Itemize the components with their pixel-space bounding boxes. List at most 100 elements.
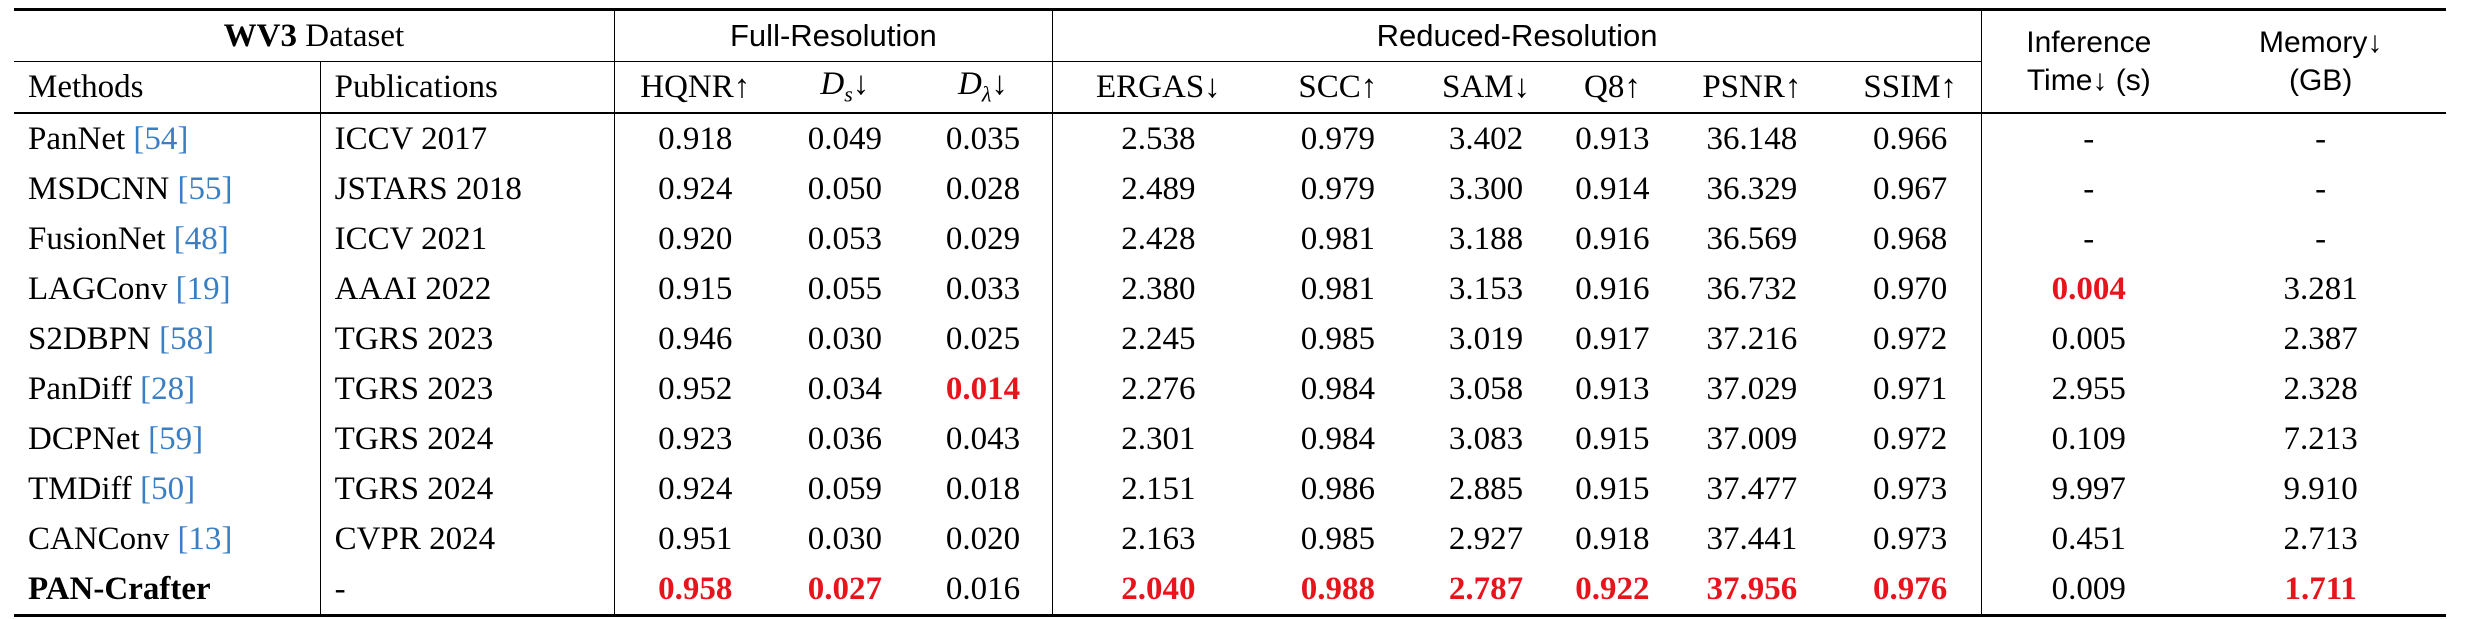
method-cell: MSDCNN [55] [14, 164, 320, 214]
ergas-cell: 2.040 [1051, 564, 1264, 616]
table-row: PanNet [54] ICCV 2017 0.918 0.049 0.035 2.538… [14, 113, 2446, 164]
sam-cell: 3.153 [1448, 270, 1524, 307]
col-methods: Methods [28, 68, 144, 105]
sam-cell: 2.885 [1448, 470, 1524, 507]
hqnr-cell: 0.920 [613, 214, 776, 264]
hqnr-cell: 0.924 [613, 164, 776, 214]
q8-cell: 0.913 [1575, 370, 1650, 407]
dl-cell: 0.043 [945, 420, 1021, 457]
publication-cell: - [319, 564, 615, 616]
method-cell: FusionNet [48] [14, 214, 320, 264]
dl-cell: 0.016 [945, 570, 1021, 607]
citation-link[interactable]: [55] [177, 170, 233, 207]
mem-cell: - [2315, 170, 2327, 207]
ergas-cell: 2.163 [1051, 514, 1264, 564]
q8-cell: 0.917 [1575, 320, 1650, 357]
full-resolution-header: Full-Resolution [613, 9, 1053, 62]
time-cell: - [1981, 214, 2196, 264]
citation-link[interactable]: [50] [140, 470, 196, 507]
mem-cell: 9.910 [2283, 470, 2358, 507]
psnr-cell: 37.216 [1706, 320, 1798, 357]
q8-cell: 0.916 [1575, 270, 1650, 307]
citation-link[interactable]: [13] [177, 520, 233, 557]
col-ssim: SSIM↑ [1863, 68, 1957, 105]
q8-cell: 0.916 [1575, 220, 1650, 257]
method-name: LAGConv [28, 270, 176, 307]
results-table: WV3 Dataset Full-Resolution Reduced-Reso… [14, 8, 2446, 617]
mem-cell: 2.328 [2283, 370, 2358, 407]
dl-cell: 0.029 [945, 220, 1021, 257]
dl-cell: 0.033 [945, 270, 1021, 307]
method-name: PanNet [28, 120, 134, 157]
ssim-cell: 0.971 [1873, 370, 1948, 407]
sam-cell: 3.188 [1448, 220, 1524, 257]
sam-cell: 3.019 [1448, 320, 1524, 357]
method-name: MSDCNN [28, 170, 178, 207]
method-name: S2DBPN [28, 320, 160, 357]
citation-link[interactable]: [19] [175, 270, 231, 307]
publication-cell: TGRS 2024 [319, 414, 615, 464]
time-cell: 0.004 [1981, 264, 2196, 314]
citation-link[interactable]: [59] [148, 420, 204, 457]
ssim-cell: 0.972 [1873, 320, 1948, 357]
reduced-resolution-header: Reduced-Resolution [1051, 9, 1982, 62]
publication-cell: TGRS 2024 [319, 464, 615, 514]
scc-cell: 0.984 [1300, 370, 1375, 407]
hqnr-cell: 0.958 [613, 564, 776, 616]
time-cell: 2.955 [1981, 364, 2196, 414]
table-row: TMDiff [50] TGRS 2024 0.924 0.059 0.018 2.151… [14, 464, 2446, 514]
dl-cell: 0.025 [945, 320, 1021, 357]
q8-cell: 0.915 [1575, 470, 1650, 507]
header-row-groups: WV3 Dataset Full-Resolution Reduced-Reso… [14, 9, 2446, 114]
dl-cell: 0.020 [945, 520, 1021, 557]
q8-cell: 0.914 [1575, 170, 1650, 207]
method-cell: DCPNet [59] [14, 414, 320, 464]
results-table-container: WV3 Dataset Full-Resolution Reduced-Reso… [14, 8, 2446, 617]
scc-cell: 0.981 [1300, 270, 1375, 307]
method-cell: LAGConv [19] [14, 264, 320, 314]
scc-cell: 0.981 [1300, 220, 1375, 257]
citation-link[interactable]: [28] [140, 370, 196, 407]
ssim-cell: 0.968 [1873, 220, 1948, 257]
method-cell: CANConv [13] [14, 514, 320, 564]
time-cell: 0.451 [1981, 514, 2196, 564]
scc-cell: 0.979 [1300, 170, 1375, 207]
hqnr-cell: 0.918 [613, 113, 776, 164]
citation-link[interactable]: [48] [173, 220, 229, 257]
sam-cell: 3.058 [1448, 370, 1524, 407]
col-publications: Publications [319, 61, 615, 113]
mem-cell: - [2315, 120, 2327, 157]
col-scc: SCC↑ [1298, 68, 1378, 105]
publication-cell: ICCV 2021 [319, 214, 615, 264]
table-row: PanDiff [28] TGRS 2023 0.952 0.034 0.014 2.27… [14, 364, 2446, 414]
sam-cell: 2.927 [1448, 520, 1524, 557]
method-cell: PanNet [54] [14, 113, 320, 164]
publication-cell: TGRS 2023 [319, 314, 615, 364]
citation-link[interactable]: [54] [133, 120, 189, 157]
q8-cell: 0.913 [1575, 120, 1650, 157]
table-row: PAN-Crafter -0.958 0.027 0.016 2.040 0.988 2.7… [14, 564, 2446, 616]
dataset-name: WV3 [223, 17, 297, 54]
psnr-cell: 36.148 [1706, 120, 1798, 157]
method-cell: PAN-Crafter [14, 564, 320, 616]
hqnr-cell: 0.946 [613, 314, 776, 364]
col-ds: Ds↓ [820, 66, 870, 107]
ssim-cell: 0.966 [1873, 120, 1948, 157]
citation-link[interactable]: [58] [159, 320, 215, 357]
ergas-cell: 2.245 [1051, 314, 1264, 364]
col-dlambda: Dλ↓ [958, 66, 1008, 107]
ds-cell: 0.059 [807, 470, 882, 507]
scc-cell: 0.984 [1300, 420, 1375, 457]
publication-cell: ICCV 2017 [319, 113, 615, 164]
ssim-cell: 0.967 [1873, 170, 1948, 207]
time-cell: - [1981, 113, 2196, 164]
dl-cell: 0.035 [945, 120, 1021, 157]
table-row: FusionNet [48] ICCV 2021 0.920 0.053 0.029 2.… [14, 214, 2446, 264]
ssim-cell: 0.973 [1873, 470, 1948, 507]
sam-cell: 3.083 [1448, 420, 1524, 457]
hqnr-cell: 0.923 [613, 414, 776, 464]
ds-cell: 0.049 [807, 120, 882, 157]
sam-cell: 3.300 [1448, 170, 1524, 207]
ds-cell: 0.030 [807, 320, 882, 357]
ssim-cell: 0.972 [1873, 420, 1948, 457]
